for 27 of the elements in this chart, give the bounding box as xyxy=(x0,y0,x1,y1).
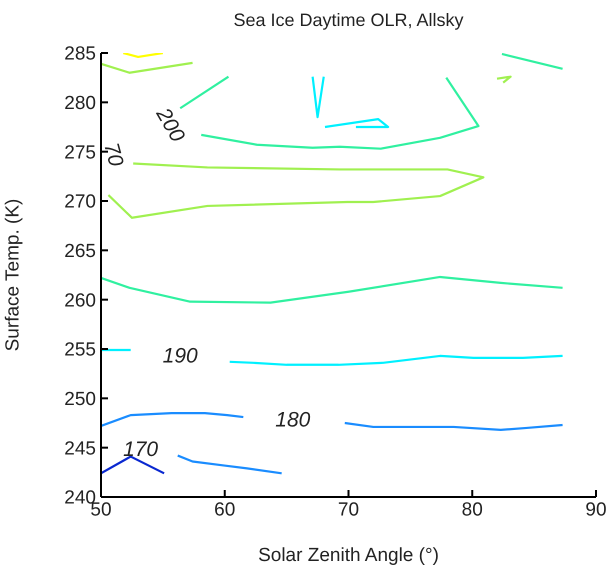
line-series xyxy=(101,412,244,428)
y-tick-label: 255 xyxy=(64,340,96,361)
x-tick-label: 70 xyxy=(338,499,360,520)
annotation: 190 xyxy=(162,344,198,368)
annotation: 170 xyxy=(123,438,158,462)
x-tick-label: 60 xyxy=(214,499,236,520)
y-axis-title: Surface Temp. (K) xyxy=(2,198,24,352)
x-tick-label: 80 xyxy=(462,499,483,520)
line-series xyxy=(200,76,480,150)
x-tick-label: 90 xyxy=(585,499,607,520)
y-tick-label: 285 xyxy=(64,44,96,65)
x-axis-title: Solar Zenith Angle (°) xyxy=(258,545,439,566)
line-series xyxy=(176,454,283,474)
annotation: 200 xyxy=(151,103,190,146)
y-tick-label: 245 xyxy=(64,438,96,460)
line-series xyxy=(344,422,564,432)
y-tick-label: 265 xyxy=(64,241,96,262)
y-tick-label: 250 xyxy=(64,389,96,410)
annotation: 180 xyxy=(275,408,311,432)
annotation: 70 xyxy=(99,140,128,170)
line-series xyxy=(101,276,564,304)
chart-title: Sea Ice Daytime OLR, Allsky xyxy=(232,10,465,31)
line-series xyxy=(228,354,564,366)
y-tick-label: 280 xyxy=(64,93,96,114)
y-tick-label: 275 xyxy=(64,142,96,164)
y-tick-label: 260 xyxy=(64,290,96,312)
y-tick-label: 270 xyxy=(64,192,96,213)
